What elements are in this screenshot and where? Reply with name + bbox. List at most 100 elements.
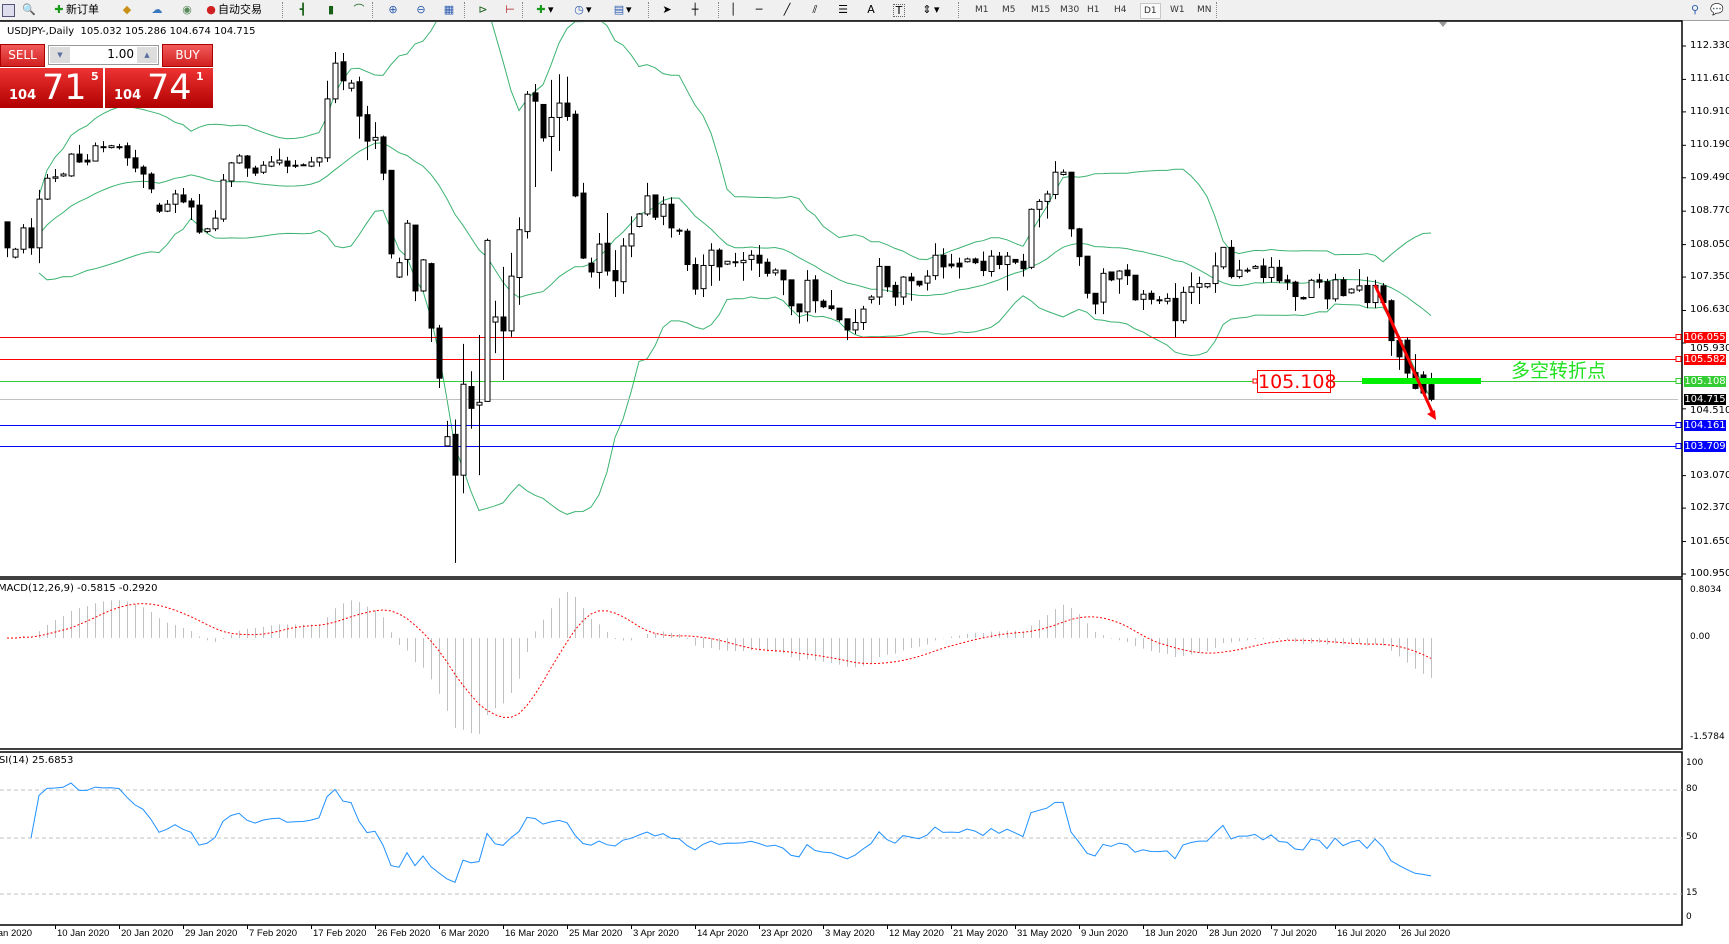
candle-bear — [428, 263, 435, 329]
text-label-icon[interactable]: T — [893, 2, 905, 18]
timeframe-m15[interactable]: M15 — [1031, 5, 1051, 15]
price-axis-label: 108.050 — [1690, 238, 1729, 250]
candle-bull — [1100, 272, 1107, 303]
candle-bear — [1300, 296, 1307, 300]
candle-bull — [52, 176, 59, 179]
zoom-out-icon[interactable]: ⊖ — [416, 3, 426, 16]
timeframe-m30[interactable]: M30 — [1060, 5, 1080, 15]
indicators-icon[interactable]: ✚ ▾ — [536, 3, 554, 16]
candle-bull — [700, 264, 707, 290]
zoom-in-icon[interactable]: ⊕ — [388, 3, 398, 16]
chat-icon[interactable]: 💬 — [1710, 3, 1724, 16]
lot-value: 1.00 — [107, 47, 134, 61]
candle-bull — [732, 261, 739, 264]
candle-bull — [164, 203, 171, 212]
candle-bull — [660, 203, 667, 217]
down-arrowhead-icon — [1427, 410, 1436, 420]
market-watch-icon[interactable]: ◆ — [122, 3, 132, 16]
price-tag-105.582: 105.582 — [1684, 354, 1726, 365]
timeframe-m1[interactable]: M1 — [975, 5, 989, 15]
level-handle-106.055 — [1675, 334, 1682, 340]
search-document-icon[interactable]: 🔍 — [22, 3, 36, 16]
macd-axis-label: 0.8034 — [1690, 585, 1722, 596]
timeframe-m5[interactable]: M5 — [1002, 5, 1016, 15]
search-icon[interactable]: ⚲ — [1690, 3, 1700, 16]
arrows-icon[interactable]: ⇕ ▾ — [922, 3, 940, 16]
candle-bear — [588, 262, 595, 273]
sell-button[interactable]: SELL — [0, 44, 45, 67]
bar-chart-icon[interactable]: ┫ — [299, 3, 307, 16]
templates-icon[interactable]: ▤ ▾ — [613, 3, 632, 16]
cursor-icon[interactable]: ➤ — [662, 3, 672, 16]
candle-bear — [780, 269, 787, 281]
vertical-line-icon[interactable]: │ — [729, 3, 737, 16]
candle-bull — [100, 146, 107, 149]
timeframe-mn[interactable]: MN — [1197, 5, 1212, 15]
candle-bull — [724, 260, 731, 265]
pivot-level-label[interactable]: 105.108 — [1257, 370, 1337, 393]
candle-bear — [836, 307, 843, 321]
sell-price-pips: 71 — [42, 68, 87, 108]
chart-title: USDJPY-,Daily 105.032 105.286 104.674 10… — [7, 26, 255, 37]
chart-shift-marker-icon — [1439, 22, 1447, 27]
buy-button[interactable]: BUY — [162, 44, 213, 67]
crosshair-icon[interactable]: ┼ — [691, 3, 699, 16]
toolbar-separator — [718, 2, 720, 18]
trendline-icon[interactable]: ╱ — [783, 3, 791, 16]
buy-price[interactable]: 104 74 1 — [105, 68, 213, 108]
line-chart-icon[interactable]: ⌒ — [353, 3, 365, 16]
candle-bull — [1028, 208, 1035, 268]
periods-clock-icon[interactable]: ◷ ▾ — [574, 3, 592, 16]
candle-bear — [604, 242, 611, 272]
tile-windows-icon[interactable]: ▦ — [443, 3, 455, 16]
candlestick-chart-icon[interactable]: ▮ — [327, 3, 335, 16]
candle-bear — [412, 224, 419, 292]
horizontal-line-icon[interactable]: ─ — [755, 3, 763, 16]
candle-bull — [1356, 285, 1363, 291]
auto-trading-button[interactable]: ● 自动交易 — [204, 2, 262, 18]
candle-bear — [84, 159, 91, 163]
sell-label: SELL — [8, 48, 37, 62]
timeframe-h1[interactable]: H1 — [1087, 5, 1100, 15]
candle-bear — [356, 81, 363, 117]
lot-increase-icon[interactable]: ▲ — [137, 47, 157, 63]
candle-bull — [548, 116, 555, 137]
timeframe-w1[interactable]: W1 — [1170, 5, 1185, 15]
candle-bear — [1364, 284, 1371, 304]
lot-decrease-icon[interactable]: ▼ — [50, 47, 70, 63]
date-label: 20 Jan 2020 — [121, 928, 174, 939]
candle-bull — [492, 316, 499, 323]
candle-bull — [444, 436, 451, 447]
candle-bear — [28, 227, 35, 249]
macd-label: MACD(12,26,9) -0.5815 -0.2920 — [0, 583, 158, 594]
sell-price[interactable]: 104 71 5 — [0, 68, 103, 108]
auto-scroll-icon[interactable]: ⊳ — [478, 3, 488, 16]
candle-bear — [1092, 292, 1099, 305]
candle-bull — [460, 383, 467, 476]
candle-bear — [1228, 246, 1235, 278]
new-window-icon[interactable] — [2, 2, 15, 18]
navigator-icon[interactable]: ☁ — [151, 3, 163, 16]
candle-bull — [964, 258, 971, 263]
candle-bull — [20, 227, 27, 250]
chart-shift-icon[interactable]: ⊢ — [505, 3, 515, 16]
candle-bull — [172, 193, 179, 205]
new-order-button[interactable]: ✚ 新订单 — [52, 2, 99, 18]
candle-bear — [1108, 271, 1115, 281]
signals-icon[interactable]: ◉ — [182, 3, 192, 16]
candle-bull — [276, 159, 283, 164]
candle-bull — [292, 164, 299, 167]
sell-price-fraction: 5 — [91, 70, 99, 83]
fibonacci-icon[interactable]: ☰ — [838, 3, 848, 16]
lot-size-input[interactable]: ▼ 1.00 ▲ — [48, 45, 159, 65]
timeframe-h4[interactable]: H4 — [1114, 5, 1127, 15]
candle-bear — [1148, 292, 1155, 300]
candle-bull — [36, 198, 43, 249]
channel-icon[interactable]: ⫽ — [812, 3, 818, 16]
toolbar: 🔍 ✚ 新订单 ◆ ☁ ◉ ● 自动交易 ┫ ▮ ⌒ ⊕ ⊖ ▦ ⊳ ⊢ ✚ ▾ ◷ ▾… — [0, 0, 1729, 21]
candle-bull — [1004, 255, 1011, 266]
price-axis-label: 108.770 — [1690, 205, 1729, 217]
text-icon[interactable]: A — [867, 3, 875, 16]
timeframe-d1[interactable]: D1 — [1140, 3, 1161, 19]
